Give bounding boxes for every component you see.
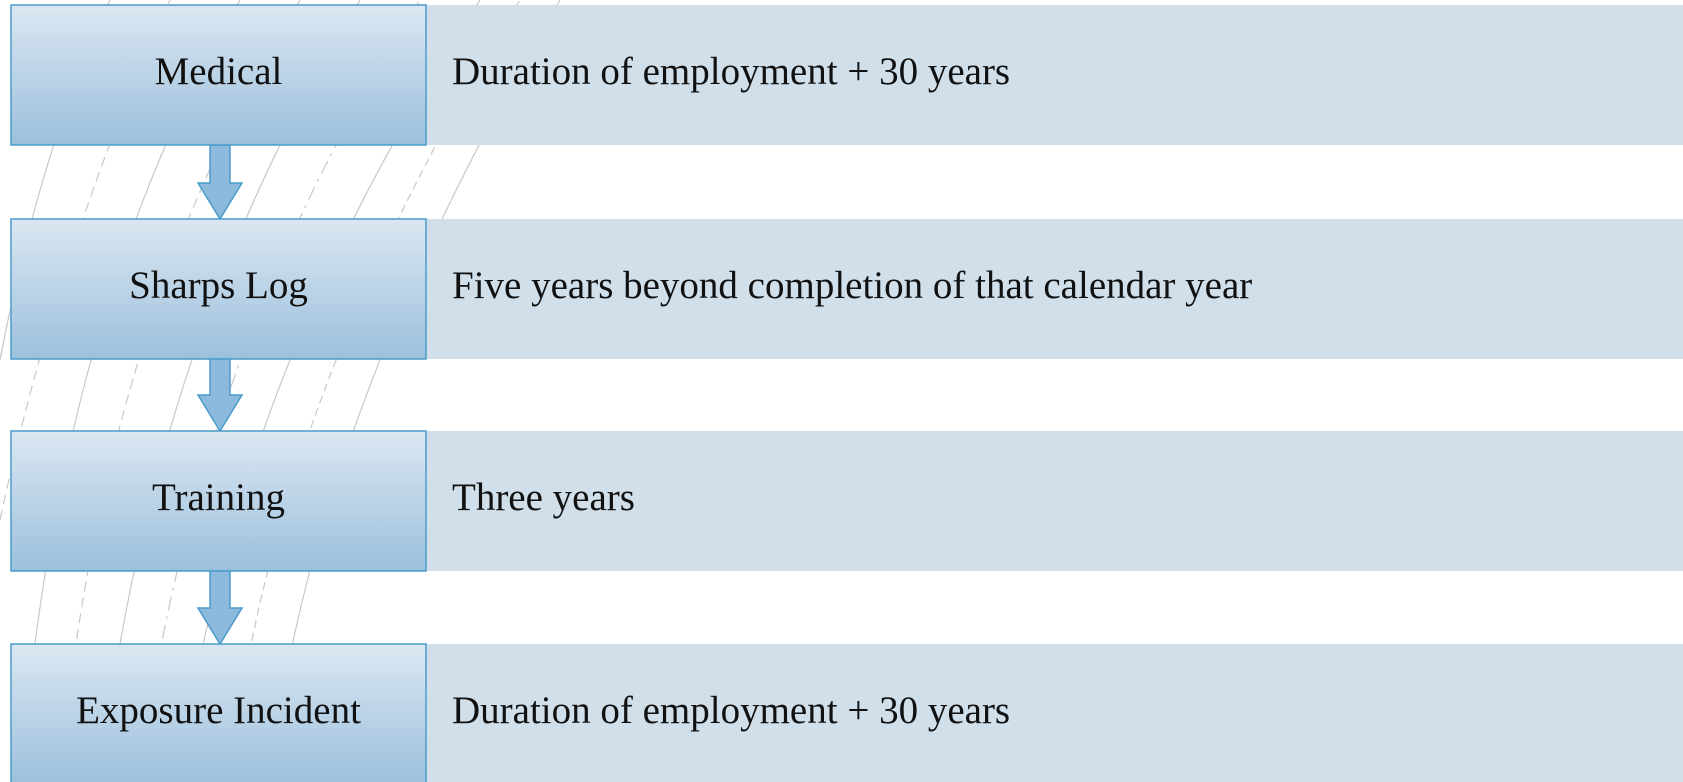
row-label: Sharps Log (129, 264, 308, 307)
row-label: Training (152, 476, 285, 519)
row-text: Duration of employment + 30 years (452, 689, 1010, 732)
row-label: Exposure Incident (76, 689, 361, 732)
arrow (196, 570, 244, 646)
detail-band (426, 431, 1683, 571)
arrow (196, 358, 244, 433)
label-box (10, 4, 427, 146)
row-text: Duration of employment + 30 years (452, 50, 1010, 93)
row-text: Three years (452, 476, 635, 519)
detail-band (426, 219, 1683, 359)
detail-band (426, 644, 1683, 782)
detail-band (426, 5, 1683, 145)
row-label: Medical (155, 50, 283, 93)
label-box (10, 430, 427, 572)
label-box (10, 643, 427, 782)
rows: Medical Duration of employment + 30 years… (10, 4, 1683, 782)
label-box (10, 218, 427, 360)
row-text: Five years beyond completion of that cal… (452, 264, 1252, 307)
arrow (196, 144, 244, 221)
